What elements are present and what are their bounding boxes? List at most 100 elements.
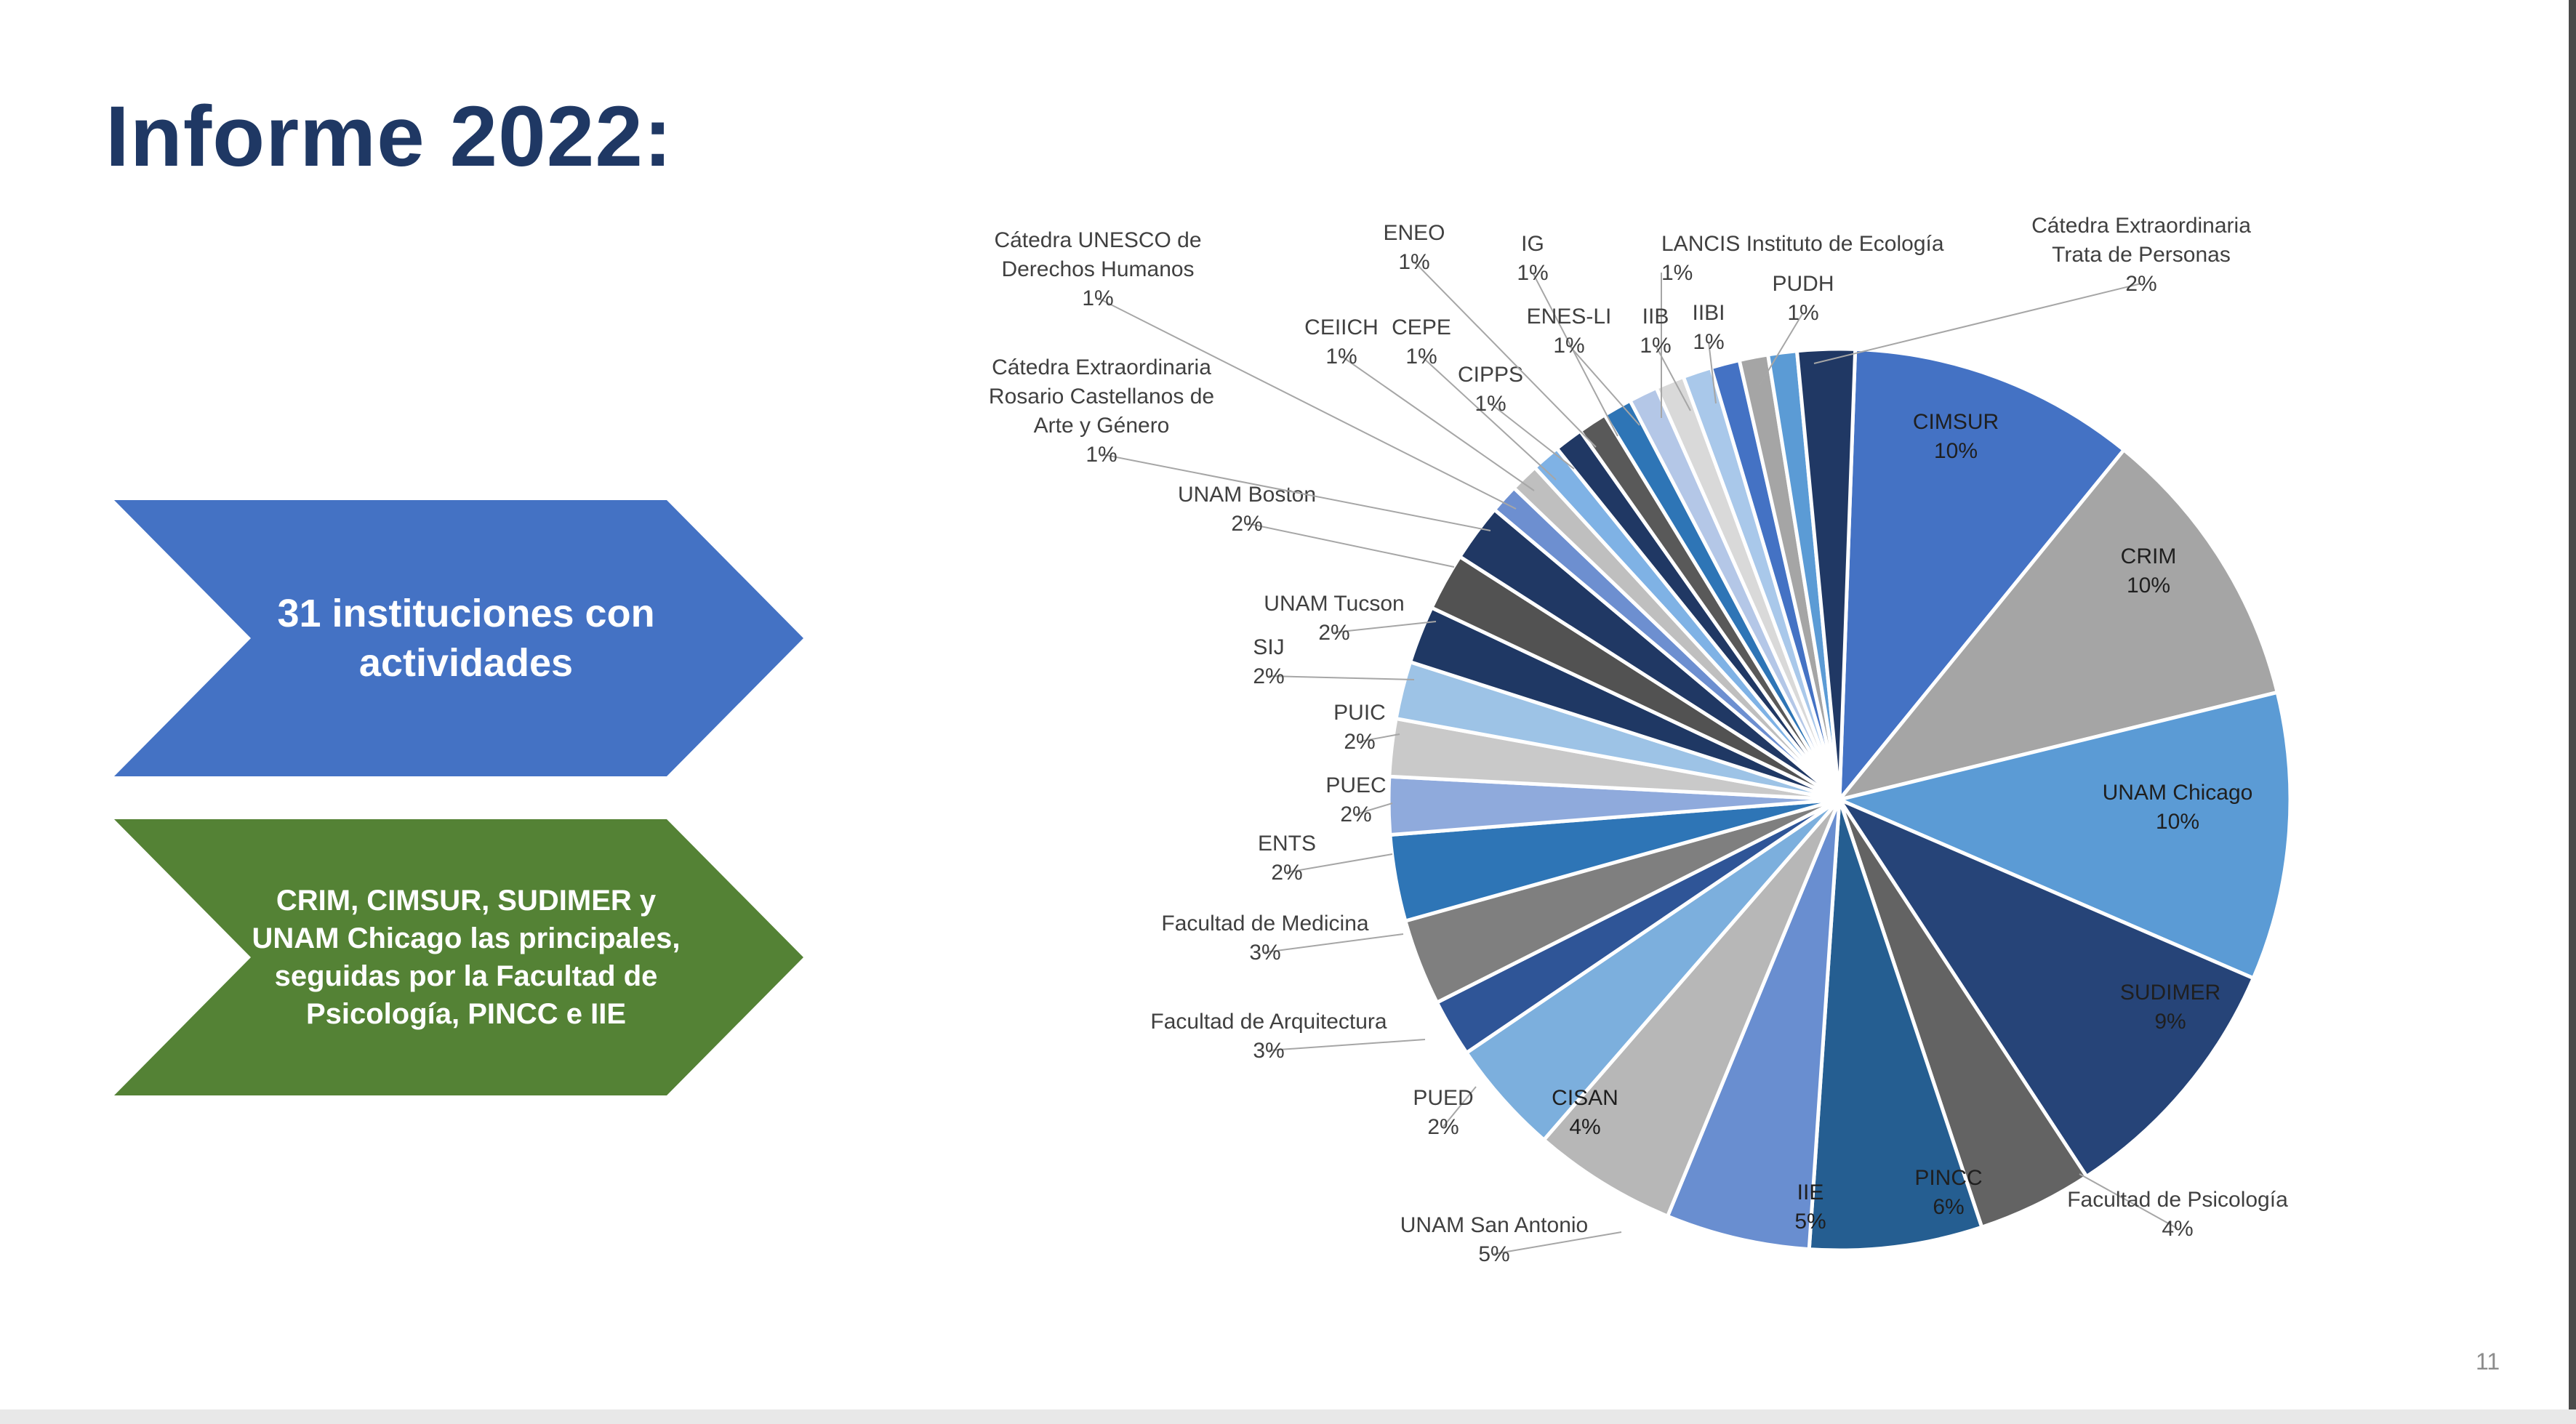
slice-label-percent: 6%: [1933, 1195, 1964, 1219]
slice-label-name: CEPE: [1392, 315, 1451, 339]
slice-label-percent: 2%: [1427, 1115, 1458, 1139]
chevron-shape-green: [114, 819, 803, 1095]
pie-slice-pincc: [1807, 799, 1984, 1252]
slice-label-name: PUED: [1413, 1086, 1473, 1110]
slice-label-puec: PUEC 2%: [1325, 773, 1393, 826]
leader-line: [1568, 345, 1640, 426]
pie-slice-crim: [1834, 447, 2280, 803]
leader-line: [1493, 1231, 1622, 1255]
slice-label-c-tedra-unesco-de-derechos-humanos: Cátedra UNESCO de Derechos Humanos 1%: [994, 228, 1517, 510]
leader-line: [1490, 403, 1575, 470]
slice-label-name: Facultad de Psicología: [2067, 1188, 2288, 1212]
slice-label-percent: 2%: [1318, 621, 1349, 645]
slice-label-unam-tucson: UNAM Tucson 2%: [1264, 592, 1437, 645]
slice-label-name: LANCIS Instituto de Ecología: [1661, 232, 1944, 256]
slide-number: 11: [2476, 1348, 2500, 1375]
slice-label-percent: 1%: [1082, 286, 1113, 310]
slice-label-cipps: CIPPS 1%: [1458, 363, 1575, 470]
leader-line: [1246, 523, 1455, 568]
leader-line: [1101, 454, 1491, 531]
leader-line: [1268, 1039, 1426, 1051]
slice-label-name: ENTS: [1258, 832, 1316, 856]
leader-line: [1286, 853, 1393, 873]
slice-label-puic: PUIC 2%: [1333, 701, 1400, 754]
slice-label-name: CIPPS: [1458, 363, 1523, 387]
pie-slice-unam-san-antonio: [1541, 798, 1842, 1219]
slice-label-name: UNAM San Antonio: [1400, 1213, 1588, 1237]
pie-slice-sudimer: [1834, 795, 2256, 1179]
slice-label-name: IIE: [1797, 1180, 1824, 1204]
leader-line: [2079, 1173, 2178, 1229]
slice-label-unam-san-antonio: UNAM San Antonio 5%: [1400, 1213, 1622, 1266]
slice-label-name: PUDH: [1772, 272, 1834, 296]
slice-label-percent: 10%: [2156, 810, 2199, 834]
leader-line: [1268, 675, 1415, 680]
slice-label-unam-boston: UNAM Boston 2%: [1178, 483, 1455, 568]
leader-line: [1264, 933, 1404, 953]
slice-label-name: ENEO: [1383, 221, 1445, 245]
slice-label-percent: 5%: [1478, 1242, 1509, 1266]
leader-line: [1759, 312, 1804, 386]
slice-label-percent: 2%: [1231, 512, 1262, 536]
slice-label-eneo: ENEO 1%: [1383, 221, 1597, 448]
slice-label-name: Arte y Género: [1034, 414, 1170, 438]
slice-label-c-tedra-extraordinaria-trata-de-personas: Cátedra Extraordinaria Trata de Personas 2…: [1813, 214, 2251, 364]
slice-label-percent: 4%: [2162, 1217, 2193, 1241]
slice-label-cepe: CEPE 1%: [1392, 315, 1557, 480]
slice-label-iie: IIE 5%: [1794, 1180, 1826, 1234]
slice-label-name: ENES-LI: [1527, 305, 1612, 329]
callout-institutions: 31 instituciones con actividades: [114, 500, 803, 776]
pie-slice-c-tedra-extraordinaria-trata-de-personas: [1794, 347, 1858, 800]
slice-label-name: IIB: [1642, 305, 1669, 329]
pie-slice-cimsur: [1837, 347, 2127, 805]
slice-label-percent: 1%: [1398, 250, 1429, 274]
slice-label-name: CIMSUR: [1913, 410, 1999, 434]
slice-label-name: SIJ: [1253, 635, 1284, 659]
slice-label-percent: 3%: [1249, 941, 1280, 965]
slice-label-pued: PUED 2%: [1413, 1086, 1477, 1139]
slice-label-percent: 2%: [1271, 861, 1302, 885]
leader-line: [1813, 283, 2142, 364]
slice-label-name: CRIM: [2121, 544, 2177, 568]
slice-label-crim: CRIM 10%: [2121, 544, 2177, 598]
slice-label-name: Cátedra Extraordinaria: [2031, 214, 2251, 238]
slice-label-percent: 1%: [1693, 330, 1724, 354]
slice-label-ceiich: CEIICH 1%: [1304, 315, 1535, 491]
slice-label-percent: 1%: [1405, 345, 1437, 369]
leader-line: [1443, 1086, 1477, 1127]
slice-label-percent: 1%: [1661, 261, 1693, 285]
slice-label-ents: ENTS 2%: [1258, 832, 1393, 885]
slice-label-unam-chicago: UNAM Chicago 10%: [2103, 781, 2253, 834]
slice-label-name: Cátedra UNESCO de: [994, 228, 1201, 252]
slice-label-name: UNAM Boston: [1178, 483, 1316, 507]
leader-line: [1359, 733, 1400, 742]
slice-label-percent: 2%: [1340, 802, 1371, 826]
slice-label-percent: 1%: [1325, 345, 1357, 369]
window-edge: [2569, 0, 2576, 1424]
leader-line: [1355, 802, 1393, 815]
slice-label-percent: 10%: [2127, 574, 2170, 598]
slice-label-lancis-instituto-de-ecolog-a: LANCIS Instituto de Ecología 1%: [1661, 232, 1944, 418]
slice-label-percent: 1%: [1474, 392, 1506, 416]
slice-label-iibi: IIBI 1%: [1692, 301, 1725, 404]
slice-label-cisan: CISAN 4%: [1552, 1086, 1618, 1139]
slice-label-percent: 1%: [1086, 443, 1117, 467]
slice-label-percent: 3%: [1253, 1039, 1284, 1063]
slice-label-name: Rosario Castellanos de: [989, 385, 1214, 409]
slice-label-name: UNAM Chicago: [2103, 781, 2253, 805]
slice-label-name: Facultad de Medicina: [1161, 912, 1368, 936]
slice-label-name: Cátedra Extraordinaria: [992, 355, 1211, 379]
slice-label-facultad-de-arquitectura: Facultad de Arquitectura 3%: [1150, 1010, 1426, 1063]
slice-label-c-tedra-extraordinaria-rosario-castellanos-de-arte-y-g-nero: Cátedra Extraordinaria Rosario Castellano…: [989, 355, 1491, 531]
callout-principals-text: CRIM, CIMSUR, SUDIMER y UNAM Chicago las…: [252, 885, 681, 1030]
slice-label-name: Trata de Personas: [2052, 243, 2231, 267]
slice-label-name: IG: [1521, 232, 1544, 256]
pie-slice-iie: [1665, 799, 1842, 1252]
leader-line: [1333, 621, 1437, 633]
slice-label-name: Derechos Humanos: [1001, 257, 1194, 281]
slice-label-percent: 1%: [1640, 334, 1671, 358]
window-bottom-edge: [0, 1409, 2576, 1424]
slice-label-percent: 10%: [1934, 439, 1978, 463]
